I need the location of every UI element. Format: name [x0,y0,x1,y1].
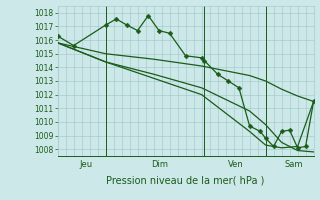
X-axis label: Pression niveau de la mer( hPa ): Pression niveau de la mer( hPa ) [107,175,265,185]
Text: Sam: Sam [284,160,303,169]
Text: Ven: Ven [228,160,244,169]
Text: Dim: Dim [151,160,168,169]
Text: Jeu: Jeu [79,160,92,169]
